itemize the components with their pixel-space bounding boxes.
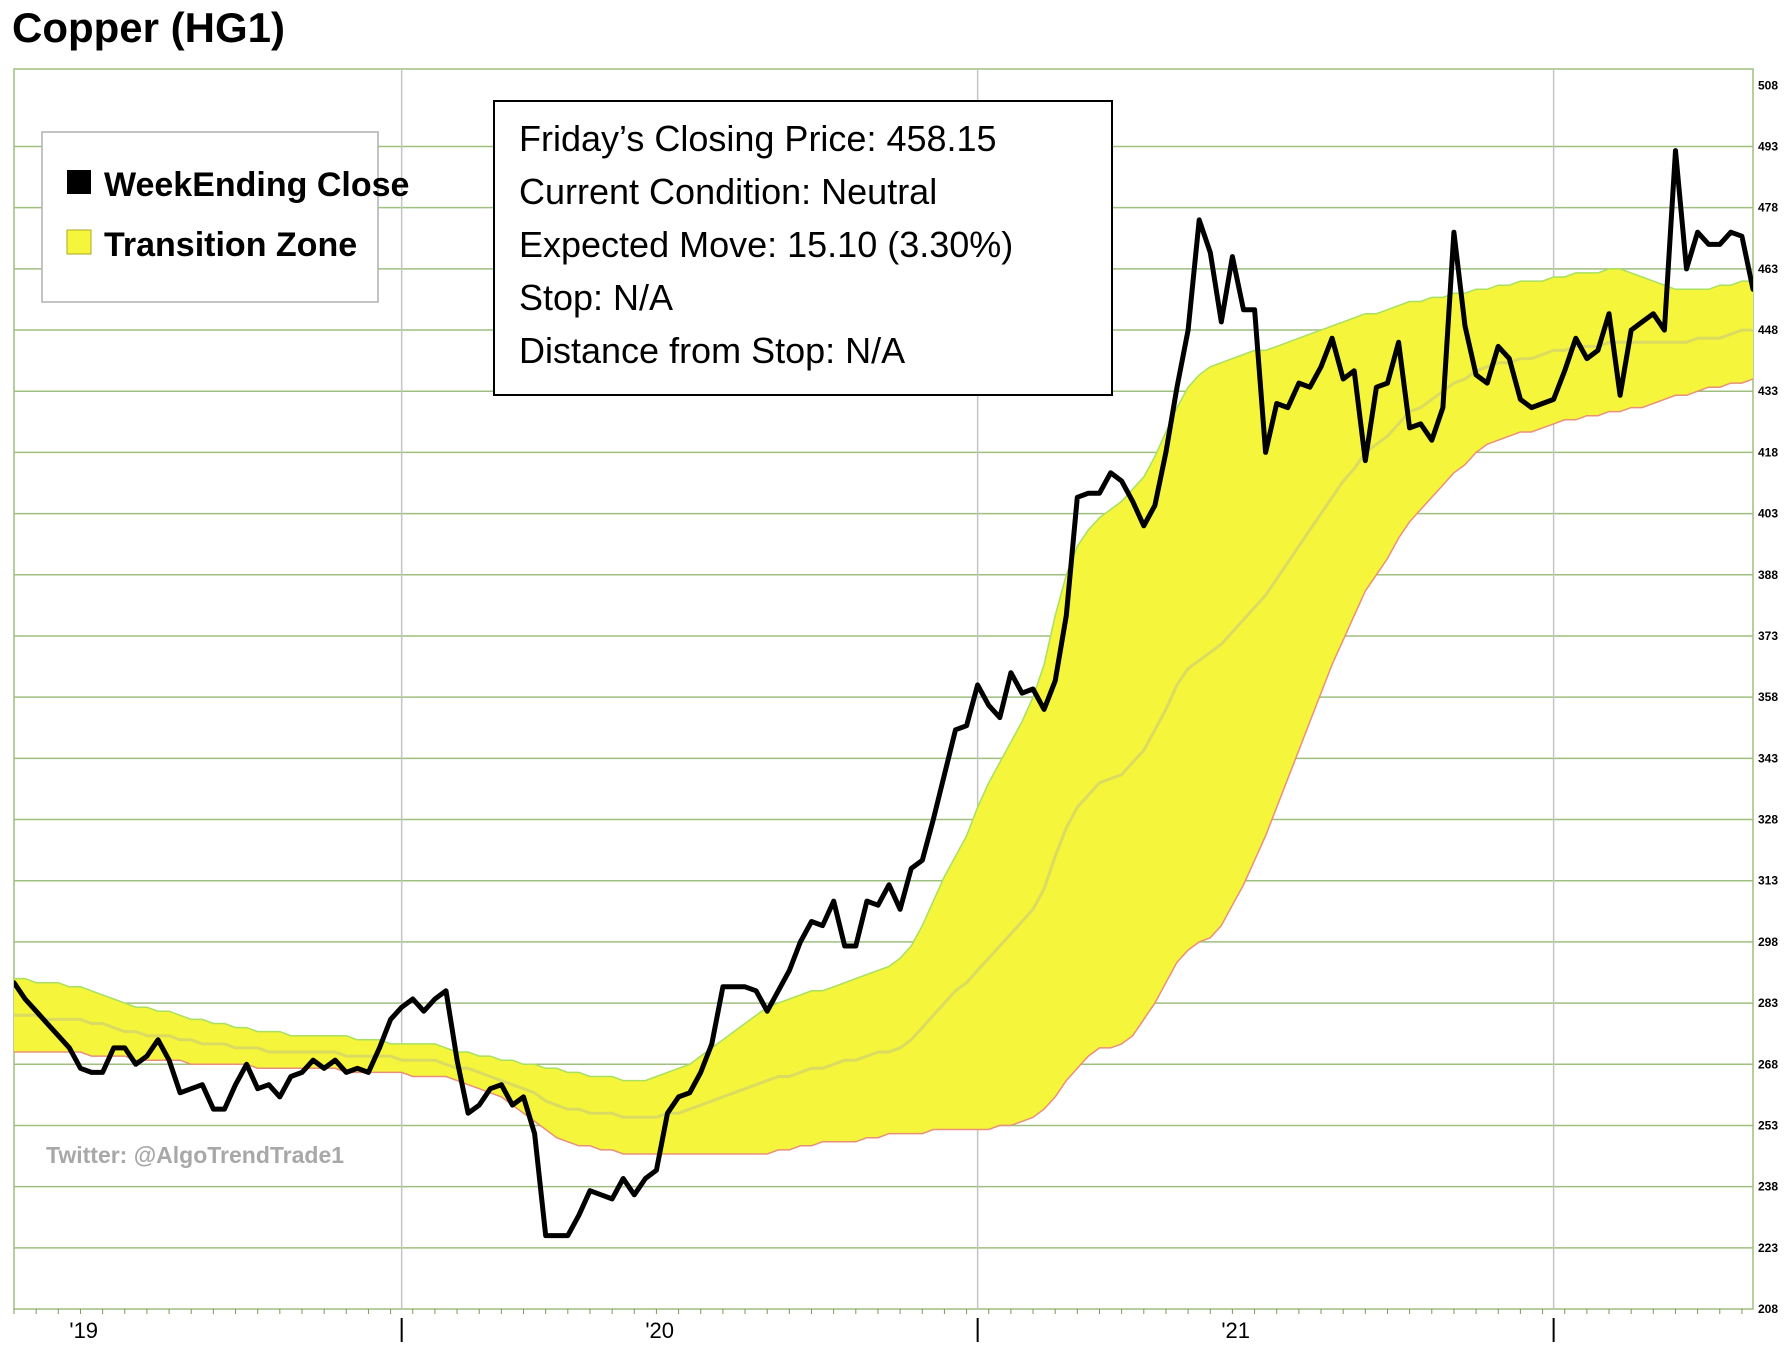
y-tick-label: 238 — [1758, 1180, 1778, 1194]
info-current-condition: Current Condition: Neutral — [519, 171, 937, 212]
legend-swatch-close — [67, 170, 91, 194]
legend-box — [41, 131, 379, 303]
y-tick-label: 283 — [1758, 996, 1778, 1010]
x-axis: '19 '20 '21 — [13, 1309, 1743, 1343]
close-series-line — [14, 148, 1753, 1239]
legend-label-zone: Transition Zone — [104, 226, 357, 264]
y-tick-label: 448 — [1758, 323, 1778, 337]
y-tick-label: 493 — [1758, 140, 1778, 154]
info-stop: Stop: N/A — [519, 277, 673, 318]
x-tick-label: '21 — [1221, 1318, 1250, 1343]
y-tick-label: 208 — [1758, 1302, 1778, 1316]
y-tick-label: 463 — [1758, 262, 1778, 276]
transition-zone-upper-edge — [14, 268, 1753, 1082]
info-distance-from-stop: Distance from Stop: N/A — [519, 330, 905, 371]
close-line-group — [14, 148, 1753, 1239]
x-tick-label: '20 — [645, 1318, 674, 1343]
legend: WeekEnding Close Transition Zone — [41, 131, 409, 303]
y-tick-label: 343 — [1758, 751, 1778, 765]
y-tick-label: 373 — [1758, 629, 1778, 643]
y-tick-label: 478 — [1758, 201, 1778, 215]
info-closing-price: Friday’s Closing Price: 458.15 — [519, 118, 997, 159]
y-tick-label: 358 — [1758, 690, 1778, 704]
y-tick-label: 268 — [1758, 1057, 1778, 1071]
y-tick-label: 433 — [1758, 384, 1778, 398]
legend-label-close: WeekEnding Close — [104, 166, 409, 204]
y-tick-label: 403 — [1758, 507, 1778, 521]
info-box-frame — [493, 100, 1113, 396]
x-tick-label: '19 — [69, 1318, 98, 1343]
legend-swatch-zone — [66, 229, 92, 255]
info-expected-move: Expected Move: 15.10 (3.30%) — [519, 224, 1013, 265]
y-tick-label: 508 — [1758, 78, 1778, 92]
y-tick-label: 298 — [1758, 935, 1778, 949]
y-tick-label: 313 — [1758, 874, 1778, 888]
y-tick-label: 388 — [1758, 568, 1778, 582]
chart-title: Copper (HG1) — [12, 4, 285, 51]
info-box: Friday’s Closing Price: 458.15 Current C… — [493, 100, 1113, 396]
y-tick-label: 223 — [1758, 1241, 1778, 1255]
y-tick-label: 253 — [1758, 1118, 1778, 1132]
y-tick-label: 328 — [1758, 813, 1778, 827]
transition-zone-fill — [14, 268, 1753, 1154]
watermark: Twitter: @AlgoTrendTrade1 — [46, 1142, 344, 1168]
transition-zone-midline — [14, 328, 1753, 1119]
y-tick-label: 418 — [1758, 445, 1778, 459]
y-axis: 208 223 238 253 268 283 298 313 328 343 358 373 388 4… — [1758, 78, 1778, 1316]
